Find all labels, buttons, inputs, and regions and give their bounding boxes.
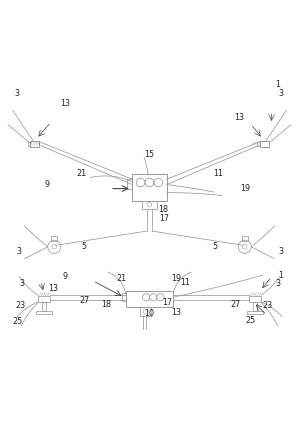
Text: 21: 21: [116, 273, 126, 283]
Bar: [28, 142, 30, 146]
Bar: [257, 142, 260, 146]
Text: 27: 27: [231, 300, 241, 309]
Text: 13: 13: [171, 308, 181, 317]
Bar: [42, 302, 46, 311]
Text: 19: 19: [171, 273, 181, 283]
Bar: [30, 141, 39, 147]
Text: 13: 13: [60, 99, 70, 109]
Bar: [140, 307, 151, 316]
Text: 3: 3: [278, 89, 283, 98]
Text: 11: 11: [180, 278, 190, 287]
Text: 17: 17: [162, 298, 173, 307]
Text: 13: 13: [234, 113, 244, 122]
Bar: [253, 302, 257, 311]
Bar: [247, 311, 263, 314]
Bar: [242, 236, 248, 241]
Text: 1: 1: [275, 80, 280, 89]
Text: 3: 3: [16, 247, 21, 256]
Bar: [249, 295, 261, 302]
Text: 23: 23: [16, 301, 26, 310]
Bar: [127, 179, 132, 190]
Text: 27: 27: [79, 296, 89, 305]
Text: 9: 9: [62, 272, 67, 281]
Bar: [126, 291, 173, 307]
Text: 9: 9: [44, 180, 49, 189]
Text: 18: 18: [158, 205, 168, 214]
Text: 17: 17: [159, 214, 169, 223]
Text: 10: 10: [144, 309, 155, 318]
Text: 18: 18: [101, 300, 111, 309]
Bar: [121, 293, 126, 300]
Text: 15: 15: [144, 150, 155, 159]
Text: 23: 23: [262, 301, 272, 310]
Bar: [142, 201, 157, 209]
Text: 3: 3: [278, 247, 283, 256]
Text: 13: 13: [48, 284, 58, 293]
Bar: [38, 295, 50, 302]
Text: 1: 1: [278, 271, 283, 280]
Text: 5: 5: [212, 242, 218, 251]
Text: 3: 3: [15, 89, 19, 98]
Bar: [51, 236, 57, 241]
Text: 19: 19: [240, 184, 250, 193]
Text: 25: 25: [245, 316, 256, 325]
Text: 3: 3: [275, 280, 280, 288]
Text: 11: 11: [213, 169, 223, 179]
Text: 3: 3: [19, 280, 24, 288]
Text: 5: 5: [81, 242, 87, 251]
Bar: [36, 311, 52, 314]
Bar: [260, 141, 269, 147]
Bar: [132, 174, 167, 201]
Text: 21: 21: [76, 169, 86, 179]
Text: 25: 25: [12, 317, 22, 326]
